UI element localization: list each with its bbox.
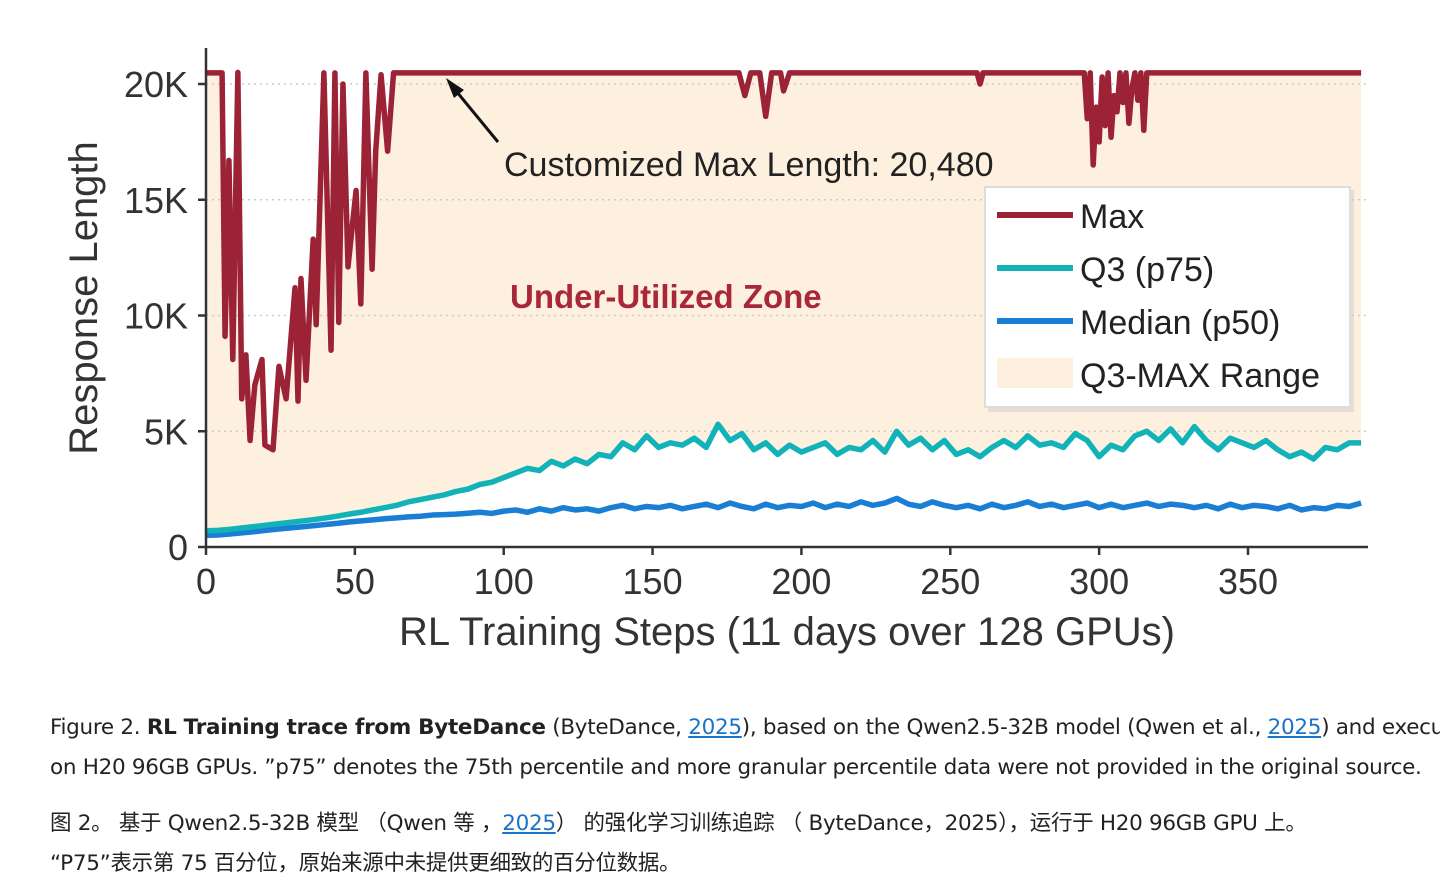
caption-en-line2: on H20 96GB GPUs. ”p75” denotes the 75th… [50,755,1422,780]
caption-title: RL Training trace from ByteDance [146,715,546,740]
x-axis-label: RL Training Steps (11 days over 128 GPUs… [399,610,1175,654]
y-axis-label: Response Length [62,141,106,455]
legend-swatch-range [997,358,1073,388]
x-tick-label: 250 [920,561,980,602]
caption-text: 图 2。 基于 Qwen2.5-32B 模型 （Qwen 等 ， [50,811,503,836]
x-tick-label: 200 [771,561,831,602]
response-length-chart: 0 50 100 150 200 250 300 350 0 5K 10K 15K 20K Respon… [62,48,1368,654]
caption-text: ) and executed [1321,715,1440,740]
median-series-line [205,495,1362,539]
citation-link-qwen[interactable]: 2025 [1267,715,1322,740]
legend-label-q3: Q3 (p75) [1080,251,1214,289]
y-tick-label: 15K [124,180,188,221]
x-tick-label: 300 [1069,561,1129,602]
caption-zh-line1: 图 2。 基于 Qwen2.5-32B 模型 （Qwen 等 ，2025） 的强… [50,806,1307,837]
caption-text: ), based on the Qwen2.5-32B model (Qwen … [741,715,1268,740]
x-tick-label: 150 [623,561,683,602]
caption-zh-line2: “P75”表示第 75 百分位，原始来源中未提供更细致的百分位数据。 [50,851,681,876]
legend-label-max: Max [1080,198,1144,236]
x-tick-label: 100 [474,561,534,602]
under-utilized-zone-label: Under-Utilized Zone [510,278,822,315]
legend: Max Q3 (p75) Median (p50) Q3-MAX Range [984,186,1354,412]
y-tick-label: 5K [144,411,188,452]
q3-series-line [205,421,1362,534]
x-tick-label: 50 [335,561,375,602]
annotation-arrowhead [446,78,464,98]
caption-en-line1: Figure 2. RL Training trace from ByteDan… [50,715,1440,740]
y-tick-label: 20K [124,64,188,105]
y-tick-label: 0 [168,527,188,568]
caption-text: (ByteDance, [545,715,689,740]
legend-label-median: Median (p50) [1080,304,1280,342]
y-tick-label: 10K [124,296,188,337]
max-length-annotation: Customized Max Length: 20,480 [504,146,994,184]
max-series-line [206,69,1362,453]
annotation-arrow [450,85,500,143]
caption-text: ） 的强化学习训练追踪 （ ByteDance，2025），运行于 H20 96… [555,811,1307,836]
caption-figure-label: Figure 2. [50,715,141,740]
x-tick-label: 350 [1218,561,1278,602]
citation-link-bytedance[interactable]: 2025 [688,715,742,740]
citation-link-qwen-zh[interactable]: 2025 [502,811,556,836]
legend-label-range: Q3-MAX Range [1080,357,1320,395]
x-tick-label: 0 [196,561,216,602]
